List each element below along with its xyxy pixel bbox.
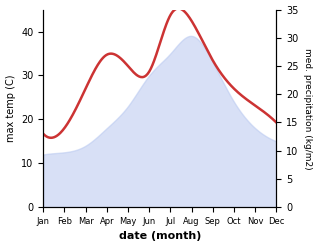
X-axis label: date (month): date (month) bbox=[119, 231, 201, 242]
Y-axis label: med. precipitation (kg/m2): med. precipitation (kg/m2) bbox=[303, 48, 313, 169]
Y-axis label: max temp (C): max temp (C) bbox=[5, 75, 16, 142]
